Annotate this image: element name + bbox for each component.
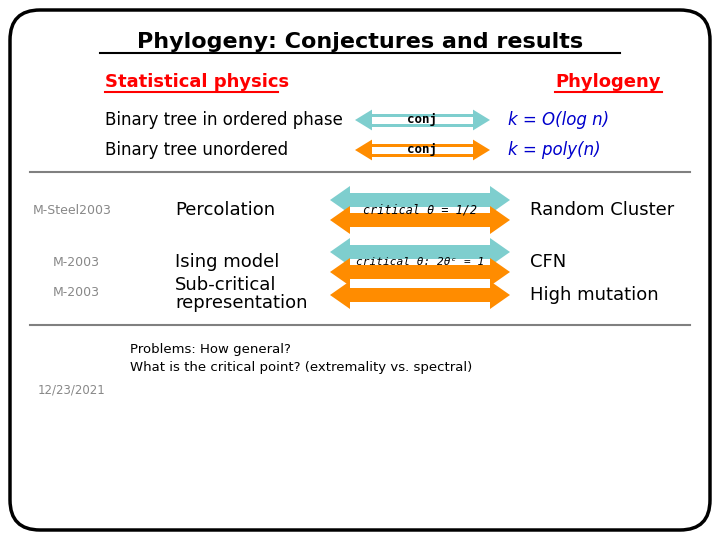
Text: Phylogeny: Phylogeny bbox=[555, 73, 660, 91]
Text: conj: conj bbox=[408, 113, 438, 126]
Bar bbox=[350, 193, 490, 207]
Polygon shape bbox=[355, 110, 372, 130]
Bar bbox=[372, 146, 473, 153]
Polygon shape bbox=[490, 281, 510, 309]
Polygon shape bbox=[355, 140, 372, 160]
Bar bbox=[372, 117, 473, 124]
Text: 12/23/2021: 12/23/2021 bbox=[38, 383, 106, 396]
Polygon shape bbox=[490, 206, 510, 234]
Text: M-Steel2003: M-Steel2003 bbox=[33, 204, 112, 217]
Bar bbox=[372, 144, 473, 157]
Text: critical θ: 2θᶜ = 1: critical θ: 2θᶜ = 1 bbox=[356, 257, 484, 267]
Text: M-2003: M-2003 bbox=[53, 255, 100, 268]
Text: representation: representation bbox=[175, 294, 307, 312]
Text: Binary tree in ordered phase: Binary tree in ordered phase bbox=[105, 111, 343, 129]
Text: Problems: How general?: Problems: How general? bbox=[130, 343, 291, 356]
Polygon shape bbox=[330, 238, 350, 266]
Polygon shape bbox=[490, 186, 510, 214]
Text: Sub-critical: Sub-critical bbox=[175, 276, 276, 294]
Bar bbox=[350, 213, 490, 227]
Text: Phylogeny: Conjectures and results: Phylogeny: Conjectures and results bbox=[137, 32, 583, 52]
Bar bbox=[350, 265, 490, 279]
Text: Random Cluster: Random Cluster bbox=[530, 201, 674, 219]
Text: CFN: CFN bbox=[530, 253, 566, 271]
Polygon shape bbox=[490, 258, 510, 286]
Polygon shape bbox=[330, 281, 350, 309]
Text: What is the critical point? (extremality vs. spectral): What is the critical point? (extremality… bbox=[130, 361, 472, 374]
Polygon shape bbox=[330, 258, 350, 286]
Polygon shape bbox=[490, 238, 510, 266]
Text: k = O(log n): k = O(log n) bbox=[508, 111, 609, 129]
Bar bbox=[350, 288, 490, 302]
Text: Ising model: Ising model bbox=[175, 253, 279, 271]
Text: High mutation: High mutation bbox=[530, 286, 659, 304]
Text: Binary tree unordered: Binary tree unordered bbox=[105, 141, 288, 159]
Text: Statistical physics: Statistical physics bbox=[105, 73, 289, 91]
Bar bbox=[350, 245, 490, 259]
Text: k = poly(n): k = poly(n) bbox=[508, 141, 600, 159]
Text: Percolation: Percolation bbox=[175, 201, 275, 219]
FancyBboxPatch shape bbox=[10, 10, 710, 530]
Bar bbox=[372, 113, 473, 126]
Text: conj: conj bbox=[408, 144, 438, 157]
Polygon shape bbox=[330, 206, 350, 234]
Polygon shape bbox=[330, 186, 350, 214]
Polygon shape bbox=[473, 140, 490, 160]
Text: M-2003: M-2003 bbox=[53, 286, 100, 299]
Polygon shape bbox=[473, 110, 490, 130]
Text: critical θ = 1/2: critical θ = 1/2 bbox=[363, 204, 477, 217]
